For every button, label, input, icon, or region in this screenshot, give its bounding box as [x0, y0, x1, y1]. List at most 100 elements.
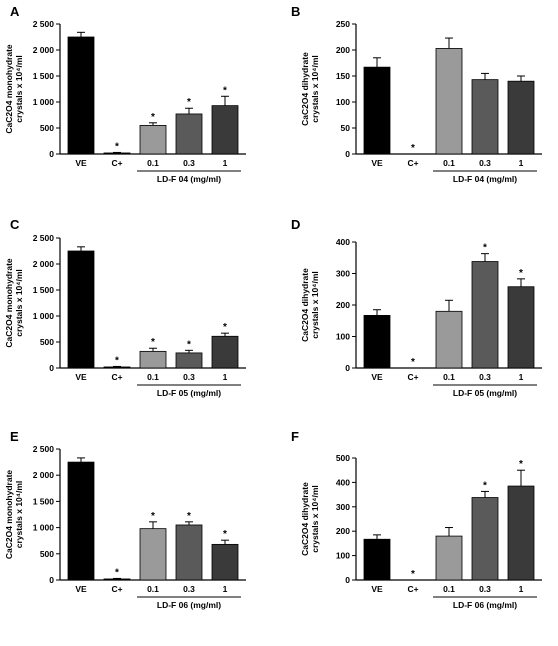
- x-tick-label: VE: [75, 584, 87, 594]
- x-tick-label: VE: [371, 158, 383, 168]
- significance-marker: *: [187, 339, 191, 350]
- bar: [435, 535, 463, 581]
- x-tick-label: 1: [519, 584, 524, 594]
- bar: [103, 366, 131, 369]
- bar: [507, 80, 535, 155]
- y-tick-label: 0: [49, 149, 54, 159]
- y-axis-label-line2: crystals x 10⁴/ml: [14, 481, 24, 549]
- significance-marker: *: [115, 567, 119, 578]
- bar: [67, 250, 95, 369]
- x-tick-label: 1: [223, 584, 228, 594]
- significance-marker: *: [151, 112, 155, 123]
- x-tick-label: C+: [407, 158, 418, 168]
- bar: [363, 314, 391, 369]
- y-axis-label-line1: CaC2O4 dihydrate: [300, 482, 310, 556]
- y-tick-label: 150: [336, 71, 350, 81]
- y-tick-label: 1 000: [33, 311, 55, 321]
- bar: [175, 113, 203, 155]
- y-tick-label: 100: [336, 332, 350, 342]
- significance-marker: *: [223, 322, 227, 333]
- x-tick-label: 0.1: [147, 584, 159, 594]
- y-tick-label: 500: [40, 337, 54, 347]
- x-tick-label: 1: [519, 372, 524, 382]
- y-tick-label: 400: [336, 477, 350, 487]
- chart-panel-a: A CaC2O4 monohydrate crystals x 10⁴/ml 0 500…: [4, 4, 246, 184]
- chart-panel-d: D CaC2O4 dihydrate crystals x 10⁴/ml 0 100 20…: [291, 217, 542, 398]
- panel-label: C: [10, 217, 20, 232]
- y-tick-label: 0: [345, 149, 350, 159]
- y-tick-label: 50: [341, 123, 351, 133]
- bar: [363, 66, 391, 155]
- y-tick-label: 200: [336, 45, 350, 55]
- significance-marker: *: [223, 85, 227, 96]
- chart-panel-c: C CaC2O4 monohydrate crystals x 10⁴/ml 0 500…: [4, 217, 246, 398]
- x-tick-label: 1: [519, 158, 524, 168]
- significance-marker: *: [115, 355, 119, 366]
- y-axis-label-line1: CaC2O4 monohydrate: [4, 258, 14, 348]
- y-axis-label-line2: crystals x 10⁴/ml: [310, 485, 320, 553]
- significance-marker: *: [223, 529, 227, 540]
- bar: [139, 125, 167, 155]
- bar: [435, 310, 463, 369]
- x-tick-label: VE: [75, 158, 87, 168]
- bar: [471, 261, 499, 369]
- bar: [103, 152, 131, 155]
- y-tick-label: 0: [345, 363, 350, 373]
- significance-marker: *: [483, 243, 487, 254]
- y-axis-label-line2: crystals x 10⁴/ml: [310, 55, 320, 123]
- group-label: LD-F 06 (mg/ml): [157, 600, 221, 610]
- x-tick-label: 1: [223, 372, 228, 382]
- x-tick-label: 0.1: [147, 158, 159, 168]
- significance-marker: *: [115, 141, 119, 152]
- y-tick-label: 500: [336, 453, 350, 463]
- panel-label: B: [291, 4, 300, 19]
- y-axis-label-line2: crystals x 10⁴/ml: [14, 269, 24, 337]
- y-tick-label: 250: [336, 19, 350, 29]
- bar: [175, 352, 203, 369]
- bar: [507, 286, 535, 369]
- bar: [103, 578, 131, 581]
- y-tick-label: 1 500: [33, 285, 55, 295]
- group-label: LD-F 05 (mg/ml): [453, 388, 517, 398]
- y-axis-label-line1: CaC2O4 monohydrate: [4, 44, 14, 134]
- y-tick-label: 2 500: [33, 233, 55, 243]
- x-tick-label: C+: [111, 158, 122, 168]
- significance-marker: *: [411, 569, 415, 580]
- y-tick-label: 2 500: [33, 444, 55, 454]
- x-tick-label: 0.1: [443, 584, 455, 594]
- y-tick-label: 500: [40, 549, 54, 559]
- chart-panel-e: E CaC2O4 monohydrate crystals x 10⁴/ml 0 500…: [4, 429, 246, 610]
- group-label: LD-F 05 (mg/ml): [157, 388, 221, 398]
- x-tick-label: 0.1: [443, 158, 455, 168]
- x-tick-label: 0.3: [479, 372, 491, 382]
- y-tick-label: 2 000: [33, 45, 55, 55]
- bar: [139, 528, 167, 581]
- chart-panel-b: B CaC2O4 dihydrate crystals x 10⁴/ml 0 50 100…: [291, 4, 542, 184]
- significance-marker: *: [411, 143, 415, 154]
- y-tick-label: 2 000: [33, 470, 55, 480]
- y-tick-label: 2 500: [33, 19, 55, 29]
- x-tick-label: 0.3: [479, 158, 491, 168]
- bar: [211, 105, 239, 155]
- x-tick-label: C+: [111, 372, 122, 382]
- bar: [363, 538, 391, 581]
- significance-marker: *: [151, 511, 155, 522]
- group-label: LD-F 04 (mg/ml): [157, 174, 221, 184]
- bar: [175, 524, 203, 581]
- y-tick-label: 0: [345, 575, 350, 585]
- bar: [435, 48, 463, 155]
- panel-label: D: [291, 217, 300, 232]
- y-tick-label: 300: [336, 269, 350, 279]
- y-tick-label: 500: [40, 123, 54, 133]
- y-axis-label-line1: CaC2O4 dihydrate: [300, 52, 310, 126]
- bar: [507, 485, 535, 581]
- significance-marker: *: [519, 268, 523, 279]
- x-tick-label: VE: [371, 372, 383, 382]
- x-tick-label: C+: [407, 584, 418, 594]
- y-tick-label: 1 500: [33, 71, 55, 81]
- x-tick-label: 0.1: [147, 372, 159, 382]
- group-label: LD-F 04 (mg/ml): [453, 174, 517, 184]
- y-tick-label: 2 000: [33, 259, 55, 269]
- x-tick-label: 0.1: [443, 372, 455, 382]
